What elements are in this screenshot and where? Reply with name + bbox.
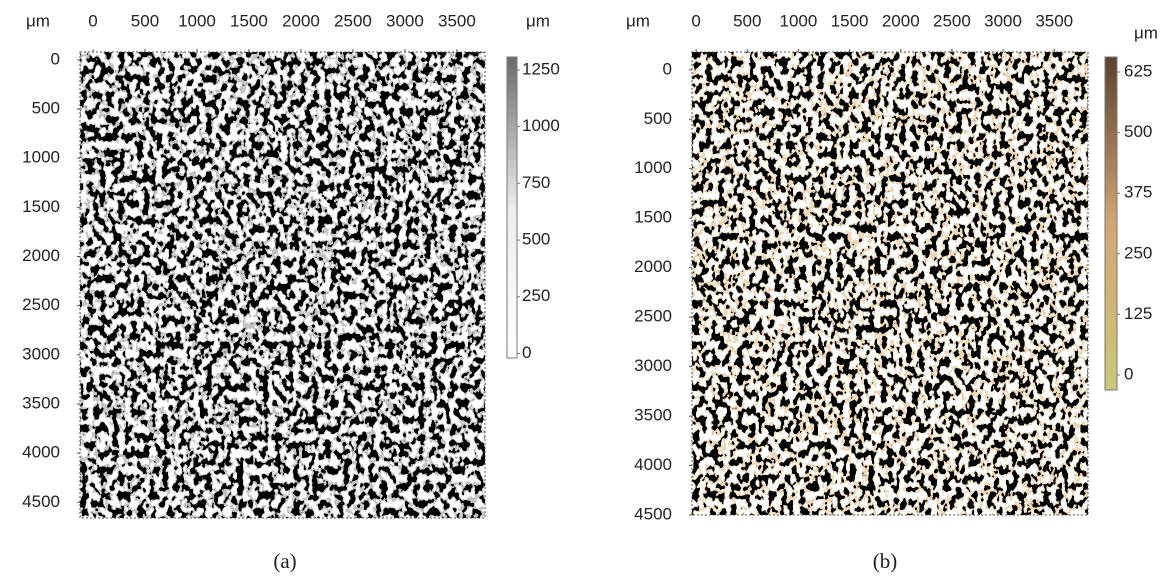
y-tick-label: 1500 xyxy=(22,197,60,216)
panel: 0 500 1000 1500 2000 2500 3000 3500050010001500… xyxy=(626,11,1158,572)
colorbar-tick-label: 250 xyxy=(522,286,550,305)
colorbar-unit: μm xyxy=(526,11,550,30)
x-tick-label: 3500 xyxy=(1035,11,1073,30)
plot-border xyxy=(79,51,486,519)
x-tick-label: 500 xyxy=(733,11,761,30)
x-tick-label: 0 xyxy=(691,11,700,30)
colorbar-tick-label: 375 xyxy=(1124,183,1152,202)
y-tick-label: 3000 xyxy=(22,344,60,363)
x-tick-label: 3000 xyxy=(386,11,424,30)
y-tick-label: 500 xyxy=(32,99,60,118)
y-tick-label: 3500 xyxy=(634,406,672,425)
plot-border xyxy=(691,51,1089,516)
x-tick-label: 3500 xyxy=(438,11,476,30)
colorbar-unit: μm xyxy=(1134,23,1158,42)
colorbar-tick-label: 0 xyxy=(522,343,531,362)
y-tick-label: 0 xyxy=(51,49,60,68)
colorbar-tick-label: 750 xyxy=(522,173,550,192)
colorbar-tick-label: 1000 xyxy=(522,116,560,135)
axis-unit: μm xyxy=(626,11,650,30)
x-tick-label: 3000 xyxy=(984,11,1022,30)
y-tick-label: 4500 xyxy=(634,504,672,523)
x-tick-label: 1500 xyxy=(230,11,268,30)
x-tick-label: 2500 xyxy=(334,11,372,30)
y-tick-label: 2000 xyxy=(634,257,672,276)
x-tick-label: 0 xyxy=(88,11,97,30)
panel: 0 500 1000 1500 2000 2500 3000 3500050010001500… xyxy=(22,11,560,572)
colorbar-tick-label: 1250 xyxy=(522,59,560,78)
y-tick-label: 3000 xyxy=(634,356,672,375)
x-tick-label: 2000 xyxy=(882,11,920,30)
y-tick-label: 2500 xyxy=(634,307,672,326)
y-tick-label: 4000 xyxy=(22,443,60,462)
y-tick-label: 1000 xyxy=(634,158,672,177)
x-tick-label: 2500 xyxy=(933,11,971,30)
colorbar-tick-label: 625 xyxy=(1124,62,1152,81)
colorbar-tick-label: 500 xyxy=(1124,122,1152,141)
y-tick-label: 2500 xyxy=(22,295,60,314)
caption: (a) xyxy=(273,549,296,573)
y-tick-label: 2000 xyxy=(22,246,60,265)
axis-unit: μm xyxy=(26,11,50,30)
y-tick-label: 4000 xyxy=(634,455,672,474)
x-tick-label: 1500 xyxy=(831,11,869,30)
x-tick-label: 500 xyxy=(131,11,159,30)
x-tick-label: 1000 xyxy=(780,11,818,30)
colorbar xyxy=(506,56,518,359)
y-tick-label: 4500 xyxy=(22,492,60,511)
surface-image xyxy=(692,52,1088,515)
colorbar-tick-label: 250 xyxy=(1124,243,1152,262)
y-tick-label: 500 xyxy=(644,109,672,128)
colorbar-tick-label: 0 xyxy=(1124,364,1133,383)
y-tick-label: 1500 xyxy=(634,208,672,227)
y-tick-label: 3500 xyxy=(22,393,60,412)
colorbar xyxy=(1104,56,1118,391)
x-tick-label: 2000 xyxy=(282,11,320,30)
x-tick-label: 1000 xyxy=(178,11,216,30)
colorbar-tick-label: 125 xyxy=(1124,304,1152,323)
y-tick-label: 0 xyxy=(663,59,672,78)
caption: (b) xyxy=(873,549,898,573)
surface-image xyxy=(80,52,485,518)
colorbar-tick-label: 500 xyxy=(522,230,550,249)
y-tick-label: 1000 xyxy=(22,148,60,167)
